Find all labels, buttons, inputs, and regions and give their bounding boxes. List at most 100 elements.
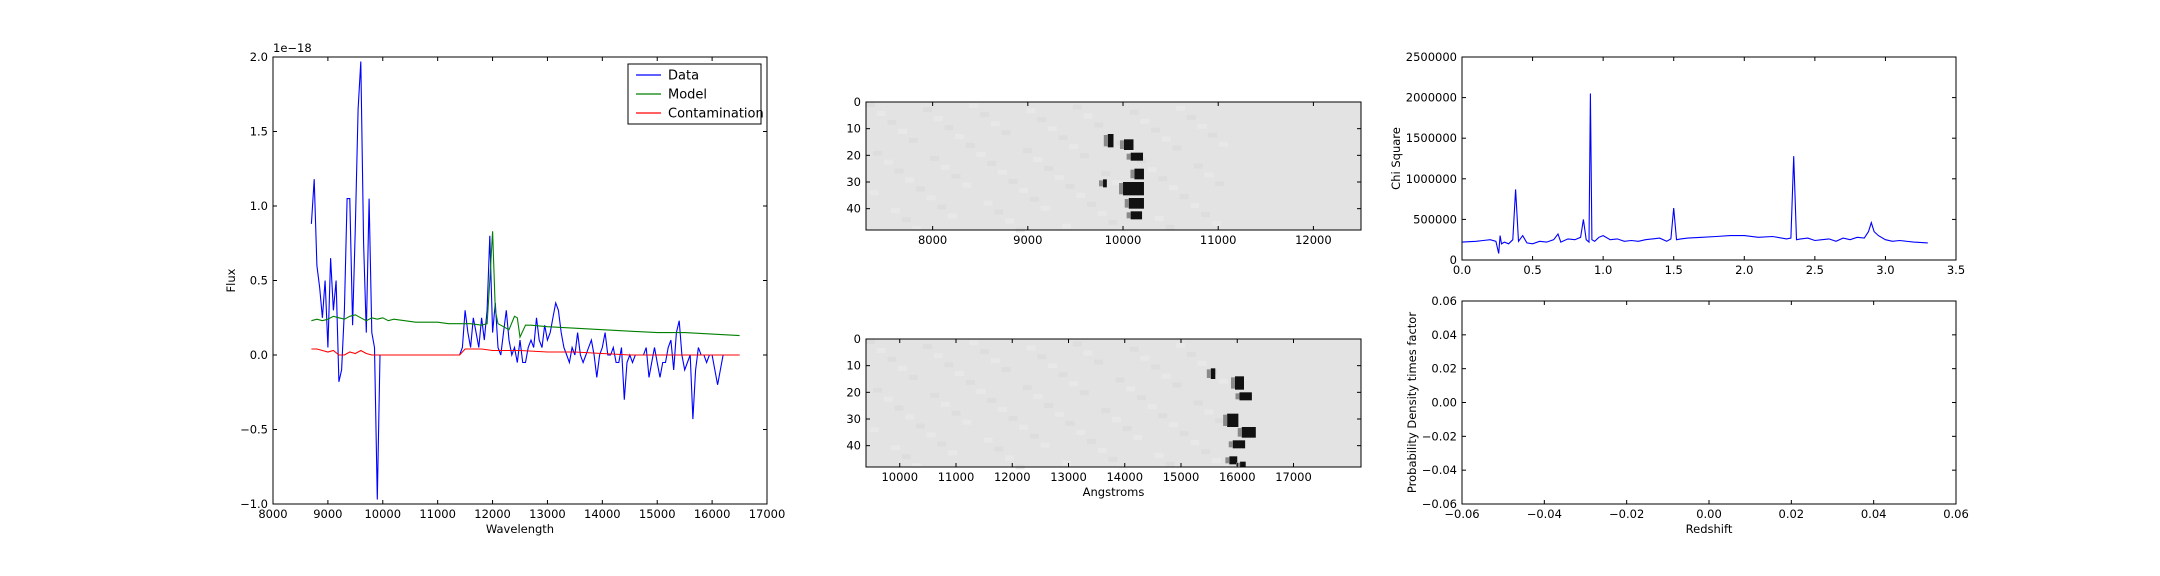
image-top-blob-edge: [1099, 180, 1104, 187]
spectrum-x-tick-label: 11000: [419, 507, 456, 521]
pdf-y-tick-label: 0.00: [1431, 396, 1457, 410]
image-bottom-blob: [1227, 413, 1239, 427]
chisq-x-tick-label: 3.5: [1947, 263, 1965, 277]
spectrum-y-tick-label: 1.0: [250, 199, 268, 213]
image-bottom-blob: [1241, 427, 1256, 438]
spectrum-x-tick-label: 9000: [313, 507, 342, 521]
image-bottom-x-tick-label: 14000: [1106, 470, 1143, 484]
chisq-series-line: [1462, 93, 1928, 254]
pdf-x-tick-label: −0.02: [1609, 507, 1644, 521]
pdf-y-tick-label: 0.06: [1431, 294, 1457, 308]
spectrum-series-contamination: [311, 348, 740, 356]
spectrum-x-tick-label: 17000: [749, 507, 786, 521]
spectrum-y-tick-label: 0.0: [250, 348, 268, 362]
pdf-axes: −0.06 −0.04 −0.02 0.00 0.02 0.04 0.06 −0.06 −0.0…: [1405, 294, 1969, 536]
chisq-y-tick-label: 2500000: [1406, 50, 1457, 64]
image-top-image: [866, 102, 1361, 230]
pdf-x-tick-label: 0.00: [1696, 507, 1722, 521]
pdf-x-tick-label: −0.04: [1527, 507, 1562, 521]
image-top-x-tick-label: 10000: [1105, 233, 1142, 247]
pdf-y-axis-label: Probability Density times factor: [1405, 312, 1419, 493]
pdf-y-tick-label: −0.04: [1422, 463, 1457, 477]
image-top-blob-edge: [1119, 140, 1124, 149]
pdf-frame: [1461, 300, 1957, 505]
chisq-y-tick-label: 1000000: [1406, 172, 1457, 186]
spectrum-y-tick-label: 0.5: [250, 274, 268, 288]
image-top-blob: [1123, 182, 1144, 196]
image-bottom-blob: [1239, 392, 1252, 401]
image-top-x-tick-label: 12000: [1295, 233, 1332, 247]
image-bottom-x-tick-label: 13000: [1050, 470, 1087, 484]
image-top-blob-edge: [1119, 183, 1124, 195]
image-top-blob-edge: [1126, 212, 1131, 219]
spectrum-y-tick-label: −0.5: [240, 423, 268, 437]
image-top-texture: [866, 102, 1228, 234]
image-bottom-blob-edge: [1206, 369, 1211, 378]
chisq-y-tick-label: 0: [1450, 253, 1457, 267]
spectrum-x-tick-label: 13000: [529, 507, 566, 521]
pdf-x-tick-label: 0.02: [1779, 507, 1805, 521]
image-bottom-texture: [866, 339, 1228, 471]
image-bottom-blob: [1229, 456, 1238, 465]
image-bottom-x-tick-label: 11000: [938, 470, 975, 484]
pdf-y-tick-label: −0.06: [1422, 497, 1457, 511]
image-bottom-blob-edge: [1228, 441, 1233, 448]
image-bottom-blob: [1232, 440, 1246, 449]
spectrum-y-tick-label: −1.0: [240, 497, 268, 511]
chisq-x-tick-label: 3.0: [1876, 263, 1894, 277]
image-bottom-y-tick-label: 40: [846, 439, 861, 453]
image-top-frame: [865, 101, 1362, 231]
image-bottom-x-tick-label: 15000: [1163, 470, 1200, 484]
legend-label-contamination: Contamination: [668, 107, 764, 122]
image-bottom-x-tick-label: 10000: [881, 470, 918, 484]
image-top-x-tick-label: 9000: [1013, 233, 1042, 247]
image-top-blob: [1130, 152, 1144, 161]
spectrum-x-tick-label: 14000: [584, 507, 621, 521]
image-bottom-blob-edge: [1237, 428, 1242, 437]
image-bottom-blob-edge: [1223, 414, 1228, 426]
image-bottom-x-tick-label: 17000: [1275, 470, 1312, 484]
image-bottom-axes: 10000 11000 12000 13000 14000 15000 16000 17000…: [846, 332, 1361, 499]
image-bottom-x-tick-label: 12000: [994, 470, 1031, 484]
image-bottom-blob: [1235, 376, 1244, 390]
chisq-x-tick-label: 1.5: [1665, 263, 1683, 277]
image-bottom-blob-edge: [1231, 377, 1235, 389]
image-top-x-tick-label: 8000: [918, 233, 947, 247]
legend-label-data: Data: [668, 69, 699, 84]
chisq-x-tick-label: 0.5: [1523, 263, 1541, 277]
spectrum-x-tick-label: 10000: [364, 507, 401, 521]
image-top-blob: [1134, 168, 1144, 180]
chisq-y-tick-label: 1500000: [1406, 131, 1457, 145]
image-bottom-blob-edge: [1235, 393, 1240, 400]
pdf-y-tick-label: 0.02: [1431, 362, 1457, 376]
image-bottom-blob-edge: [1225, 457, 1230, 464]
chisq-x-tick-label: 0.0: [1453, 263, 1471, 277]
image-top-blob-edge: [1126, 153, 1131, 160]
chisq-y-axis-label: Chi Square: [1389, 127, 1403, 190]
legend-label-model: Model: [668, 88, 707, 103]
image-top-blob: [1107, 134, 1114, 148]
chisq-x-tick-label: 2.0: [1735, 263, 1753, 277]
pdf-x-tick-label: 0.06: [1943, 507, 1969, 521]
spectrum-y-axis-label: Flux: [224, 268, 238, 292]
spectrum-series-model: [311, 231, 740, 340]
image-top-blob: [1123, 139, 1134, 150]
chisq-frame: [1461, 56, 1957, 261]
spectrum-x-tick-label: 8000: [258, 507, 287, 521]
spectrum-x-axis-label: Wavelength: [486, 522, 554, 536]
spectrum-legend: Data Model Contamination: [627, 63, 764, 125]
image-top-y-tick-label: 30: [846, 175, 861, 189]
image-bottom-image: [866, 339, 1361, 467]
image-bottom-spectrum-trace: [1206, 368, 1256, 467]
image-top-spectrum-trace: [1099, 134, 1144, 220]
image-top-blob: [1128, 198, 1144, 209]
image-top-blob-edge: [1124, 199, 1129, 208]
image-bottom-y-tick-label: 30: [846, 412, 861, 426]
pdf-x-tick-label: −0.06: [1444, 507, 1479, 521]
chisq-y-tick-label: 500000: [1413, 212, 1457, 226]
spectrum-x-tick-label: 15000: [639, 507, 676, 521]
image-bottom-x-axis-label: Angstroms: [1083, 485, 1145, 499]
spectrum-x-tick-label: 16000: [694, 507, 731, 521]
image-bottom-blob-edge: [1236, 462, 1241, 466]
